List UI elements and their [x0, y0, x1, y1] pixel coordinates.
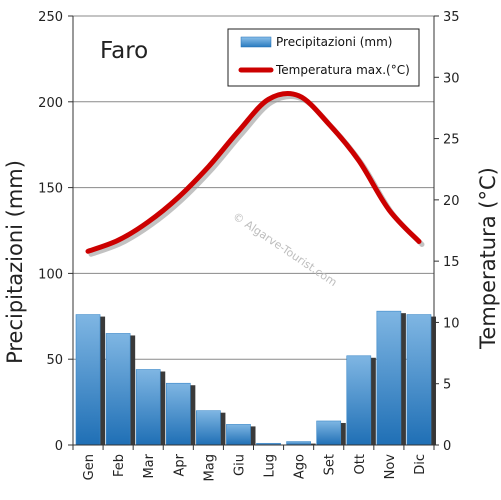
bar [316, 420, 342, 446]
legend-box [227, 28, 420, 87]
temperature-line-path [85, 90, 422, 254]
bar [165, 382, 191, 446]
precipitation-bars [75, 310, 436, 446]
legend-label-precip: Precipitazioni (mm) [276, 35, 393, 49]
y-tick-label: 50 [46, 353, 63, 368]
left-tick-labels: 0 50 100 150 200 250 [38, 10, 63, 454]
bar [135, 369, 161, 446]
bar [196, 410, 221, 446]
bar [346, 355, 372, 446]
bar [105, 333, 131, 446]
axes [68, 15, 439, 450]
bar [376, 310, 402, 446]
legend: Precipitazioni (mm) Temperatura max.(°C) [227, 28, 420, 87]
y-tick-label: 100 [38, 267, 63, 282]
y-tick-label: 200 [38, 96, 63, 111]
y2-tick-label: 0 [443, 439, 451, 454]
temperature-line [85, 90, 425, 257]
x-tick-label: Dic [413, 454, 428, 475]
x-tick-label: Gen [82, 454, 97, 480]
legend-label-temp: Temperatura max.(°C) [275, 63, 410, 77]
bar [286, 441, 311, 446]
y2-tick-label: 10 [443, 316, 460, 331]
y2-axis-title: Temperatura (°C) [476, 167, 500, 350]
y2-tick-label: 5 [443, 378, 451, 393]
y-tick-label: 0 [55, 439, 63, 454]
y2-tick-label: 20 [443, 194, 460, 209]
x-tick-label: Lug [263, 454, 278, 478]
bar [75, 314, 101, 446]
bar [406, 314, 432, 446]
y2-tick-label: 25 [443, 133, 460, 148]
bar [226, 424, 251, 446]
y2-tick-label: 30 [443, 71, 460, 86]
right-tick-labels: 0 5 10 15 20 25 30 35 [443, 10, 460, 454]
x-tick-label: Nov [383, 454, 398, 480]
x-tick-label: Set [323, 454, 338, 475]
y2-tick-label: 15 [443, 255, 460, 270]
x-tick-label: Feb [112, 454, 127, 477]
x-tick-label: Mag [202, 454, 217, 481]
y-tick-label: 250 [38, 10, 63, 25]
legend-swatch-bar [240, 36, 272, 48]
y-axis-title: Precipitazioni (mm) [3, 160, 27, 364]
month-tick-labels: Gen Feb Mar Apr Mag Giu Lug Ago Set Ott Nov Dic [82, 453, 428, 481]
x-tick-label: Mar [142, 453, 157, 478]
chart-title: Faro [100, 38, 148, 64]
x-tick-label: Ott [353, 454, 368, 474]
y-tick-label: 150 [38, 182, 63, 197]
y2-tick-label: 35 [443, 10, 460, 25]
x-tick-label: Ago [293, 454, 308, 479]
watermark: © Algarve-Tourist.com [230, 210, 339, 289]
x-tick-label: Giu [233, 454, 248, 476]
x-tick-label: Apr [172, 453, 187, 476]
